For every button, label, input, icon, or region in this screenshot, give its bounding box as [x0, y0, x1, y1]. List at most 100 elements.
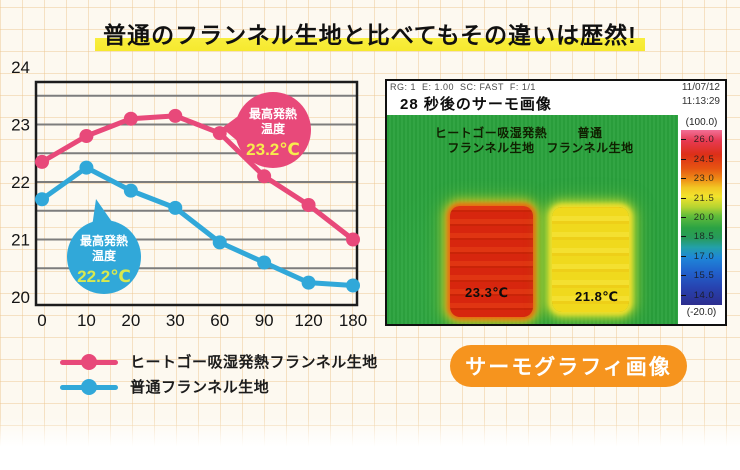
- sample-label-normal: 普通 フランネル生地: [515, 126, 665, 156]
- callout-bubble: [235, 92, 311, 168]
- scale-tickmark-icon: [681, 178, 686, 180]
- data-point: [212, 126, 227, 141]
- series-line-0: [39, 113, 356, 242]
- x-tick-label: 20: [121, 311, 140, 330]
- scale-tick: 23.0: [681, 169, 722, 188]
- warm-fabric-swatch: [552, 207, 629, 312]
- x-tick-label: 180: [339, 311, 367, 330]
- scale-tick: 26.0: [681, 130, 722, 149]
- scale-tick: 17.0: [681, 247, 722, 266]
- thermography-panel: RG: 1 E: 1.00 SC: FAST F: 1/1 11/07/12 1…: [385, 79, 727, 326]
- data-point: [35, 192, 49, 207]
- data-point: [123, 111, 138, 126]
- data-point: [35, 154, 49, 169]
- scale-tick-label: 23.0: [693, 173, 715, 185]
- data-point: [168, 200, 183, 215]
- legend-line-pink-icon: [60, 353, 118, 370]
- x-tick-label: 0: [37, 311, 46, 330]
- scale-tick: 21.5: [681, 188, 722, 207]
- data-point: [346, 232, 361, 247]
- infrared-image: ヒートゴー吸湿発熱 フランネル生地 普通 フランネル生地 23.3℃ 21.8℃: [387, 115, 678, 324]
- scale-tick: 20.0: [681, 208, 722, 227]
- data-point: [346, 278, 361, 293]
- scale-tickmark-icon: [681, 255, 686, 257]
- scale-tickmark-icon: [681, 216, 686, 218]
- temp-readout-heatgo: 23.3℃: [465, 285, 509, 300]
- page-title: 普通のフランネル生地と比べてもその違いは歴然!: [0, 16, 740, 52]
- scale-tick-label: 18.5: [693, 231, 715, 243]
- data-point: [79, 160, 94, 175]
- legend-item-heatgo: ヒートゴー吸湿発熱フランネル生地: [60, 349, 378, 374]
- callout-max-temp: 23.2℃: [246, 140, 300, 159]
- y-tick-label: 21: [11, 231, 30, 250]
- legend-label: ヒートゴー吸湿発熱フランネル生地: [130, 354, 378, 371]
- data-point: [212, 235, 227, 250]
- scale-tickmark-icon: [681, 158, 686, 160]
- thermal-image-title: 28 秒後のサーモ画像: [400, 96, 552, 113]
- y-tick-label: 22: [11, 173, 30, 192]
- callout-label: 最高発熱: [249, 106, 297, 121]
- camera-time: 11:13:29: [681, 96, 720, 107]
- scale-tick-label: 17.0: [693, 250, 715, 262]
- data-point: [301, 198, 316, 212]
- camera-settings-readout: RG: 1 E: 1.00 SC: FAST F: 1/1: [390, 82, 536, 92]
- legend-label: 普通フランネル生地: [130, 379, 270, 396]
- scale-tickmark-icon: [681, 275, 686, 277]
- x-tick-label: 30: [166, 311, 185, 330]
- x-tick-label: 60: [210, 311, 229, 330]
- page-title-highlight: 普通のフランネル生地と比べてもその違いは歴然!: [95, 22, 645, 52]
- scale-tickmark-icon: [681, 236, 686, 238]
- data-point: [123, 183, 138, 198]
- scale-min-label: (-20.0): [686, 307, 717, 318]
- legend-line-blue-icon: [60, 378, 118, 395]
- sample-label-line: 普通: [577, 126, 603, 140]
- scale-tickmark-icon: [681, 139, 686, 141]
- scale-tick-label: 14.0: [693, 289, 715, 301]
- scale-tick: 24.5: [681, 149, 722, 168]
- series-line-1: [39, 165, 356, 288]
- scale-tick: 15.5: [681, 266, 722, 285]
- temp-readout-normal: 21.8℃: [575, 289, 619, 304]
- y-tick-label: 20: [11, 288, 30, 307]
- x-tick-label: 90: [255, 311, 274, 330]
- data-point: [168, 108, 183, 123]
- scale-tick-label: 20.0: [693, 211, 715, 223]
- thermography-badge-button[interactable]: サーモグラフィ画像: [450, 345, 687, 387]
- sample-label-heatgo: ヒートゴー吸湿発熱 フランネル生地: [416, 126, 566, 156]
- callout-label: 最高発熱: [80, 233, 128, 248]
- scale-tick-label: 24.5: [693, 153, 715, 165]
- callout-label: 温度: [261, 121, 286, 136]
- callout-bubble: [67, 220, 141, 294]
- data-point: [79, 129, 94, 143]
- camera-date: 11/07/12: [681, 82, 720, 93]
- sample-label-line: ヒートゴー吸湿発熱: [434, 126, 548, 140]
- scale-tickmark-icon: [681, 197, 686, 199]
- callout-max-temp: 22.2℃: [77, 267, 131, 286]
- temperature-scale: (100.0) 26.0 24.5 23.0 21.5 20.0 18.5 17.0 15.5…: [678, 115, 725, 324]
- scale-tickmark-icon: [681, 294, 686, 296]
- chart-legend: ヒートゴー吸湿発熱フランネル生地 普通フランネル生地: [60, 349, 378, 399]
- y-tick-label: 23: [11, 116, 30, 135]
- background-fade: [0, 418, 740, 470]
- scale-tick-label: 15.5: [693, 270, 715, 282]
- y-tick-label: 24: [11, 60, 30, 77]
- chart-plot-border: [34, 80, 359, 307]
- scale-max-label: (100.0): [685, 117, 718, 128]
- data-point: [257, 255, 272, 270]
- sample-label-line: フランネル生地: [546, 141, 634, 155]
- sample-label-line: フランネル生地: [447, 141, 535, 155]
- scale-tick-label: 26.0: [693, 134, 715, 146]
- legend-item-normal: 普通フランネル生地: [60, 374, 378, 399]
- temperature-line-chart: 20 21 22 23 24 0 10 20 30 60 90 120 180 最高発熱 温度 23.2℃ 最高…: [0, 58, 380, 350]
- scale-tick: 18.5: [681, 227, 722, 246]
- scale-tick-label: 21.5: [693, 192, 715, 204]
- scale-tick: 14.0: [681, 286, 722, 305]
- hot-fabric-swatch: [450, 206, 533, 317]
- data-point: [257, 169, 272, 184]
- callout-label: 温度: [92, 248, 117, 263]
- x-tick-label: 10: [77, 311, 96, 330]
